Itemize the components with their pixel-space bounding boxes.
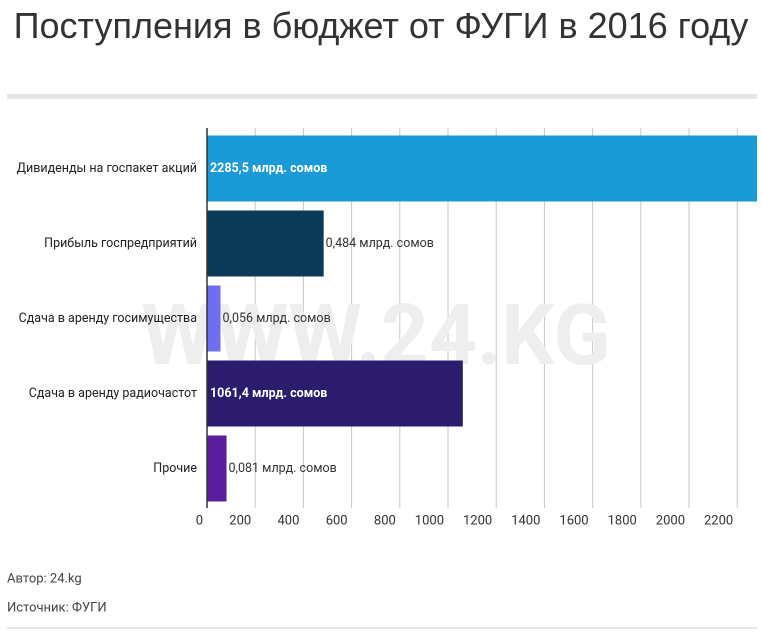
bar: [207, 285, 221, 352]
source: Источник: ФУГИ: [7, 600, 107, 615]
x-tick-label: 200: [229, 513, 251, 528]
category-label: Прочие: [153, 461, 197, 476]
x-tick-label: 800: [374, 513, 396, 528]
category-label: Сдача в аренду госимущества: [19, 311, 198, 326]
category-label: Прибыль госпредприятий: [44, 236, 197, 251]
bar: [207, 135, 757, 202]
x-tick-label: 2000: [656, 513, 685, 528]
title-rule: [7, 94, 757, 99]
x-tick-label: 2200: [704, 513, 733, 528]
value-label: 0,056 млрд. сомов: [222, 311, 330, 326]
x-tick-label: 0: [196, 513, 203, 528]
x-tick-label: 1800: [608, 513, 637, 528]
bar: [207, 210, 324, 277]
x-tick-label: 1400: [511, 513, 540, 528]
x-tick-label: 1600: [559, 513, 588, 528]
value-label: 0,484 млрд. сомов: [326, 236, 434, 251]
x-tick-label: 400: [277, 513, 299, 528]
value-label: 0,081 млрд. сомов: [229, 461, 337, 476]
category-label: Дивиденды на госпакет акций: [17, 161, 197, 176]
value-label: 2285,5 млрд. сомов: [210, 161, 327, 176]
chart-title: Поступления в бюджет от ФУГИ в 2016 году: [13, 5, 749, 46]
author: Автор: 24.kg: [7, 571, 82, 586]
value-label: 1061,4 млрд. сомов: [210, 386, 327, 401]
category-label: Сдача в аренду радиочастот: [29, 386, 197, 401]
bar: [207, 360, 463, 427]
x-tick-label: 600: [326, 513, 348, 528]
x-tick-label: 1000: [415, 513, 444, 528]
x-tick-label: 1200: [463, 513, 492, 528]
bar: [207, 435, 227, 502]
